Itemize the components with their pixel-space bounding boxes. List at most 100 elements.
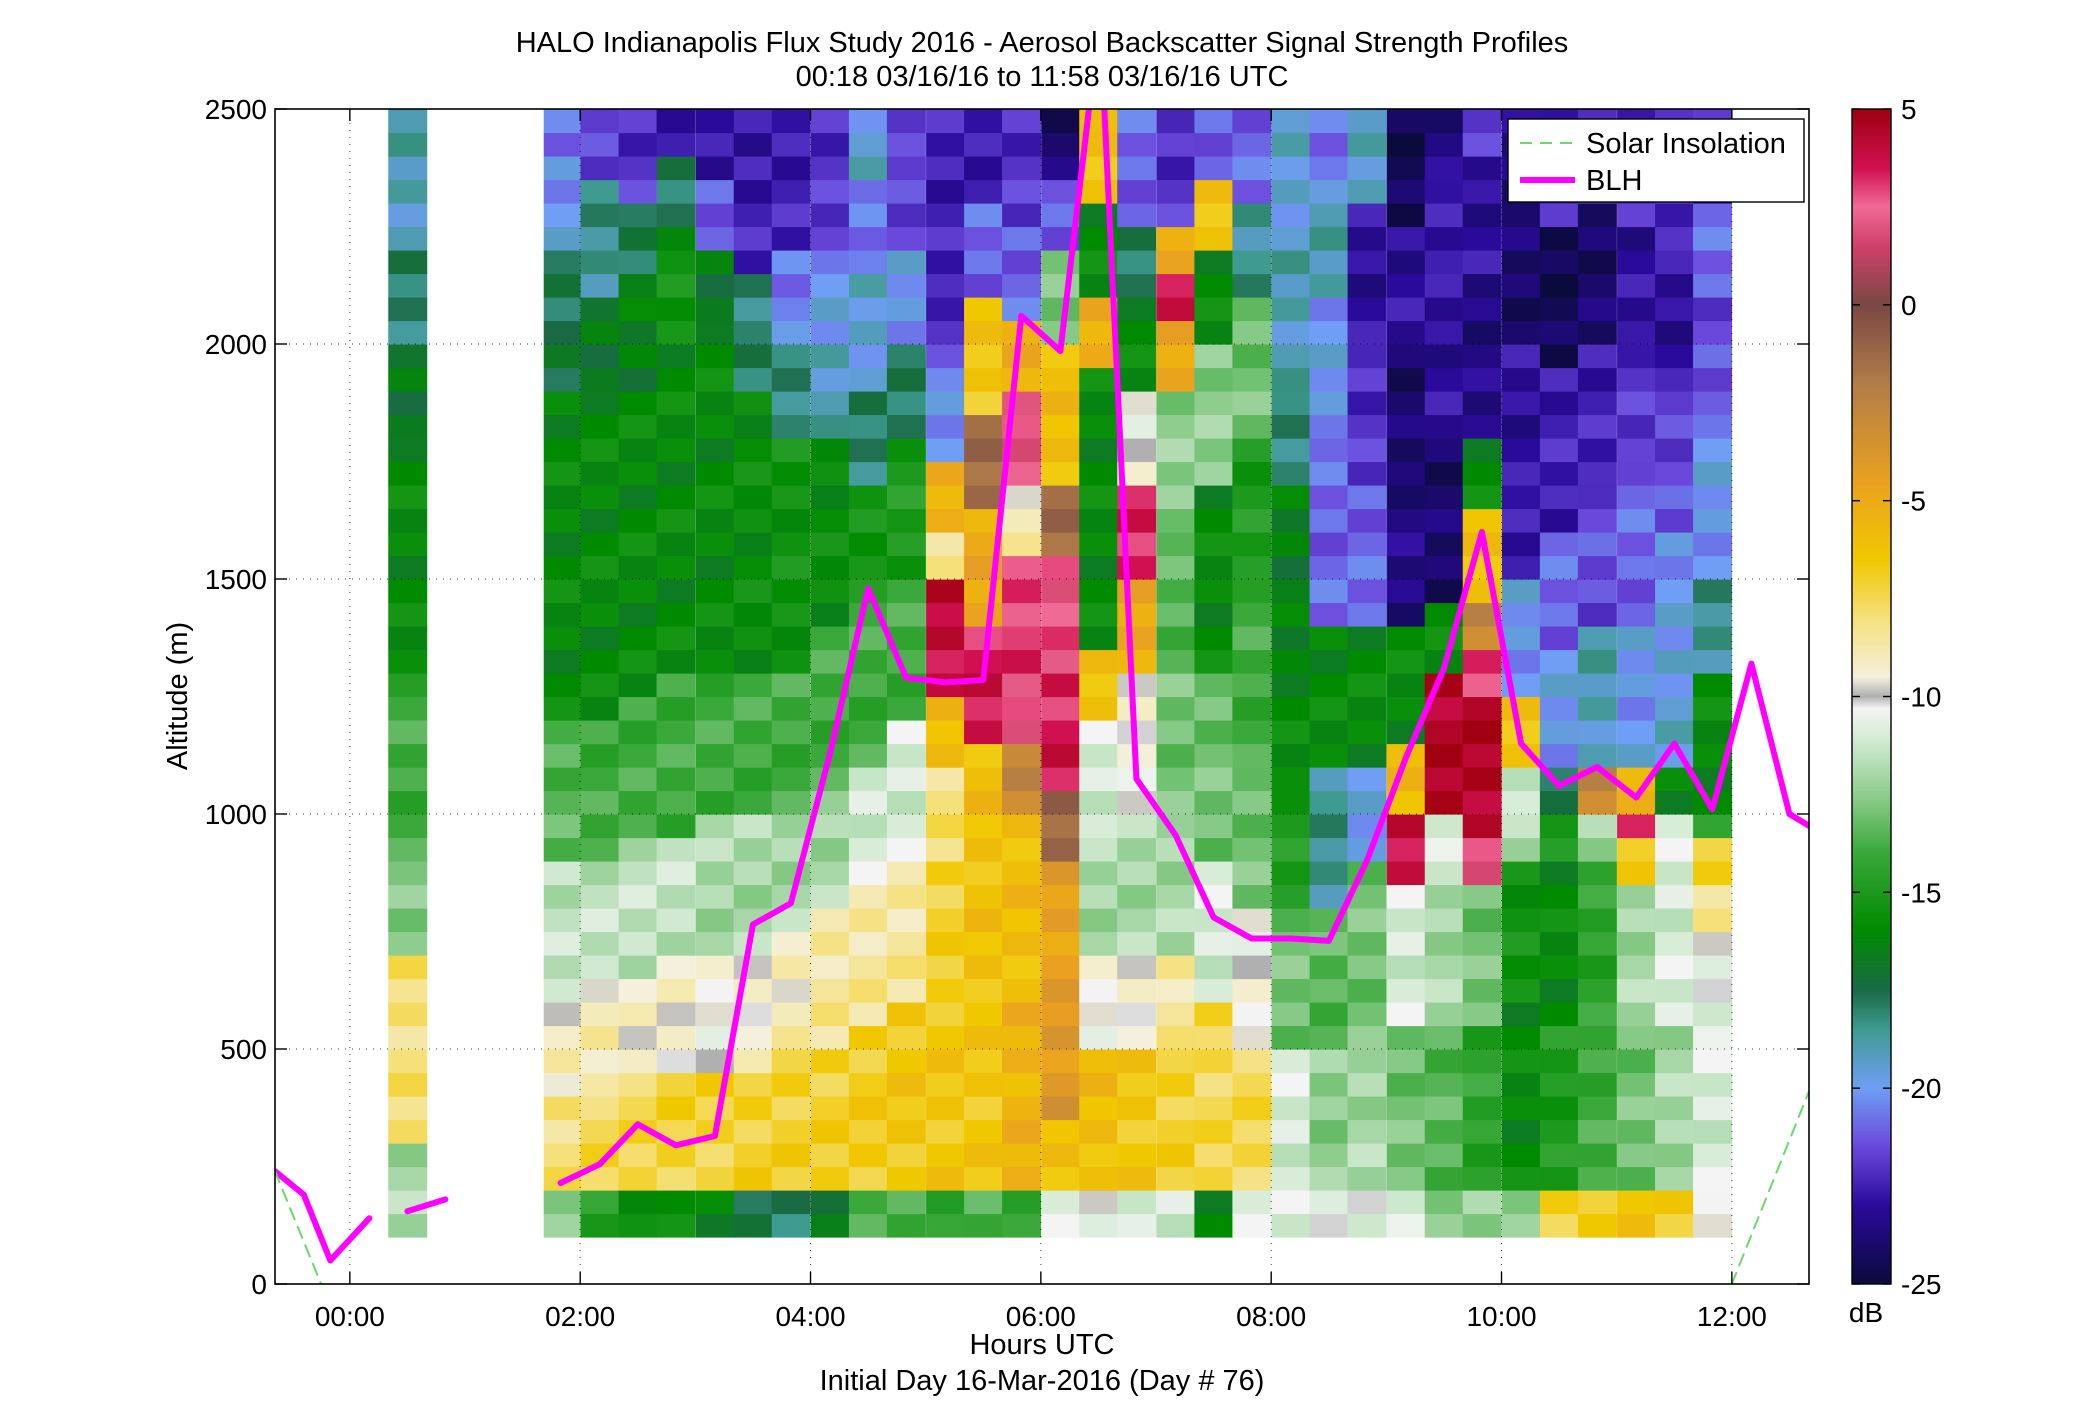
heatmap-cell [1309, 391, 1349, 416]
heatmap-cell [1156, 743, 1196, 768]
heatmap-cell [1539, 250, 1579, 275]
heatmap-cell [1156, 532, 1196, 557]
heatmap-cell [1271, 132, 1311, 157]
heatmap-cell [886, 1213, 926, 1238]
heatmap-cell [1117, 1025, 1157, 1050]
heatmap-cell [1501, 626, 1541, 651]
heatmap-cell [1539, 978, 1579, 1003]
heatmap-cell [771, 931, 811, 956]
heatmap-cell [1079, 1002, 1119, 1027]
heatmap-cell [926, 767, 966, 792]
heatmap-cell [1309, 1049, 1349, 1074]
heatmap-cell [1079, 649, 1119, 674]
heatmap-cell [810, 931, 850, 956]
heatmap-cell [1424, 884, 1464, 909]
heatmap-cell [1501, 1119, 1541, 1144]
colorbar-tick-label: -15 [1901, 877, 1941, 908]
heatmap-cell [1156, 1002, 1196, 1027]
heatmap-cell [1501, 767, 1541, 792]
heatmap-cell [1539, 720, 1579, 745]
solar-insolation-line [275, 1170, 323, 1284]
colorbar-tick-label: 5 [1901, 94, 1917, 125]
heatmap-cell [656, 250, 696, 275]
heatmap-cell [656, 461, 696, 486]
heatmap-cell [1347, 626, 1387, 651]
heatmap-cell [1156, 955, 1196, 980]
heatmap-cell [1002, 978, 1042, 1003]
heatmap-cell [1386, 297, 1426, 322]
heatmap-cell [771, 978, 811, 1003]
heatmap-cell [543, 626, 583, 651]
heatmap-cell [1156, 320, 1196, 345]
heatmap-cell [810, 978, 850, 1003]
heatmap-cell [1655, 1025, 1695, 1050]
heatmap-cell [771, 1119, 811, 1144]
heatmap-cell [964, 1143, 1004, 1168]
heatmap-cell [733, 156, 773, 181]
heatmap-cell [1424, 861, 1464, 886]
heatmap-cell [848, 1049, 888, 1074]
heatmap-cell [1462, 414, 1502, 439]
heatmap-cell [964, 1096, 1004, 1121]
heatmap-cell [618, 179, 658, 204]
heatmap-cell [1041, 179, 1081, 204]
series-lines [275, 109, 1809, 1284]
heatmap-cell [618, 978, 658, 1003]
heatmap-cell [810, 344, 850, 369]
heatmap-cell [810, 320, 850, 345]
heatmap-cell [1655, 1072, 1695, 1097]
heatmap-cell [1539, 931, 1579, 956]
heatmap-cell [695, 508, 735, 533]
heatmap-cell [1002, 837, 1042, 862]
heatmap-cell [618, 837, 658, 862]
heatmap-cell [1117, 579, 1157, 604]
heatmap-cell [543, 250, 583, 275]
heatmap-cell [1539, 837, 1579, 862]
heatmap-cell [1079, 1072, 1119, 1097]
heatmap-cell [1117, 250, 1157, 275]
heatmap-cell [810, 626, 850, 651]
heatmap-cell [618, 931, 658, 956]
heatmap-cell [1617, 461, 1657, 486]
heatmap-cell [1693, 579, 1733, 604]
heatmap-cell [1693, 203, 1733, 228]
heatmap-cell [1271, 978, 1311, 1003]
heatmap-cell [388, 626, 428, 651]
heatmap-cell [618, 485, 658, 510]
heatmap-cell [1309, 367, 1349, 392]
heatmap-cell [1347, 602, 1387, 627]
heatmap-cell [1462, 1025, 1502, 1050]
heatmap-cell [388, 602, 428, 627]
heatmap-cell [1041, 743, 1081, 768]
heatmap-cell [1501, 696, 1541, 721]
heatmap-cell [1462, 767, 1502, 792]
heatmap-cell [926, 720, 966, 745]
heatmap-cell [964, 320, 1004, 345]
heatmap-cell [926, 555, 966, 580]
heatmap-cell [1347, 1166, 1387, 1191]
heatmap-cell [886, 508, 926, 533]
blh-line [1101, 109, 1809, 944]
heatmap-cell [1539, 790, 1579, 815]
heatmap-cell [543, 156, 583, 181]
heatmap-cell [848, 485, 888, 510]
heatmap-cell [1002, 1166, 1042, 1191]
heatmap-cell [618, 391, 658, 416]
heatmap-cell [1041, 1096, 1081, 1121]
heatmap-cell [1002, 532, 1042, 557]
heatmap-cell [771, 367, 811, 392]
heatmap-cell [1117, 1190, 1157, 1215]
heatmap-cell [1386, 485, 1426, 510]
heatmap-cell [1501, 485, 1541, 510]
x-tick-label: 06:00 [1006, 1301, 1076, 1332]
heatmap-cell [695, 626, 735, 651]
heatmap-cell [964, 1166, 1004, 1191]
heatmap-cell [656, 132, 696, 157]
heatmap-cell [1232, 602, 1272, 627]
heatmap-cell [1539, 579, 1579, 604]
heatmap-cell [1271, 555, 1311, 580]
heatmap-cell [695, 179, 735, 204]
heatmap-cell [1424, 908, 1464, 933]
heatmap-cell [1655, 1049, 1695, 1074]
heatmap-cell [886, 955, 926, 980]
